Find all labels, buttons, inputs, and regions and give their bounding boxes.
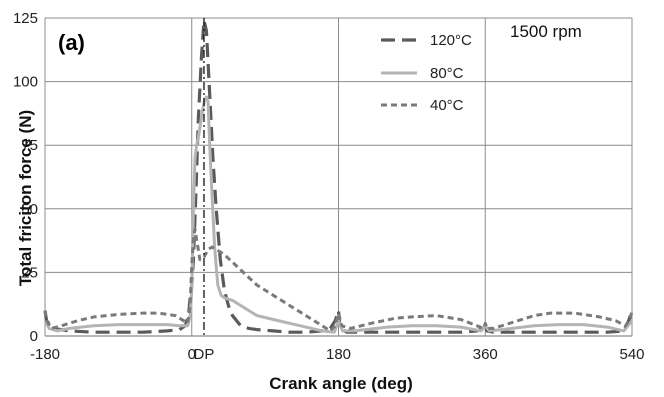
legend: 120°C 80°C 40°C [381,32,472,114]
panel-label: (a) [58,30,85,55]
x-tick-label: 540 [619,346,644,363]
dp-marker: DP [194,18,215,363]
y-tick-label: 75 [21,137,38,154]
y-tick-label: 0 [30,328,38,345]
rpm-annotation: 1500 rpm [510,22,582,41]
legend-label: 40°C [430,97,464,114]
y-tick-label: 100 [13,74,38,91]
x-tick-label: 360 [473,346,498,363]
y-tick-label: 50 [21,201,38,218]
legend-label: 120°C [430,32,472,49]
dp-marker-label: DP [194,346,215,363]
x-tick-label: 180 [326,346,351,363]
y-axis-title: Total friciton force (N) [16,110,35,286]
series-line-short-dash [43,227,634,333]
series-line-solid [43,95,634,334]
y-tick-label: 125 [13,10,38,27]
legend-label: 80°C [430,65,464,82]
x-tick-label: -180 [30,346,60,363]
y-tick-label: 25 [21,264,38,281]
x-tick-label: 0 [188,346,196,363]
grid-lines [44,17,633,336]
series-lines [43,18,634,334]
x-axis-title: Crank angle (deg) [269,374,413,393]
